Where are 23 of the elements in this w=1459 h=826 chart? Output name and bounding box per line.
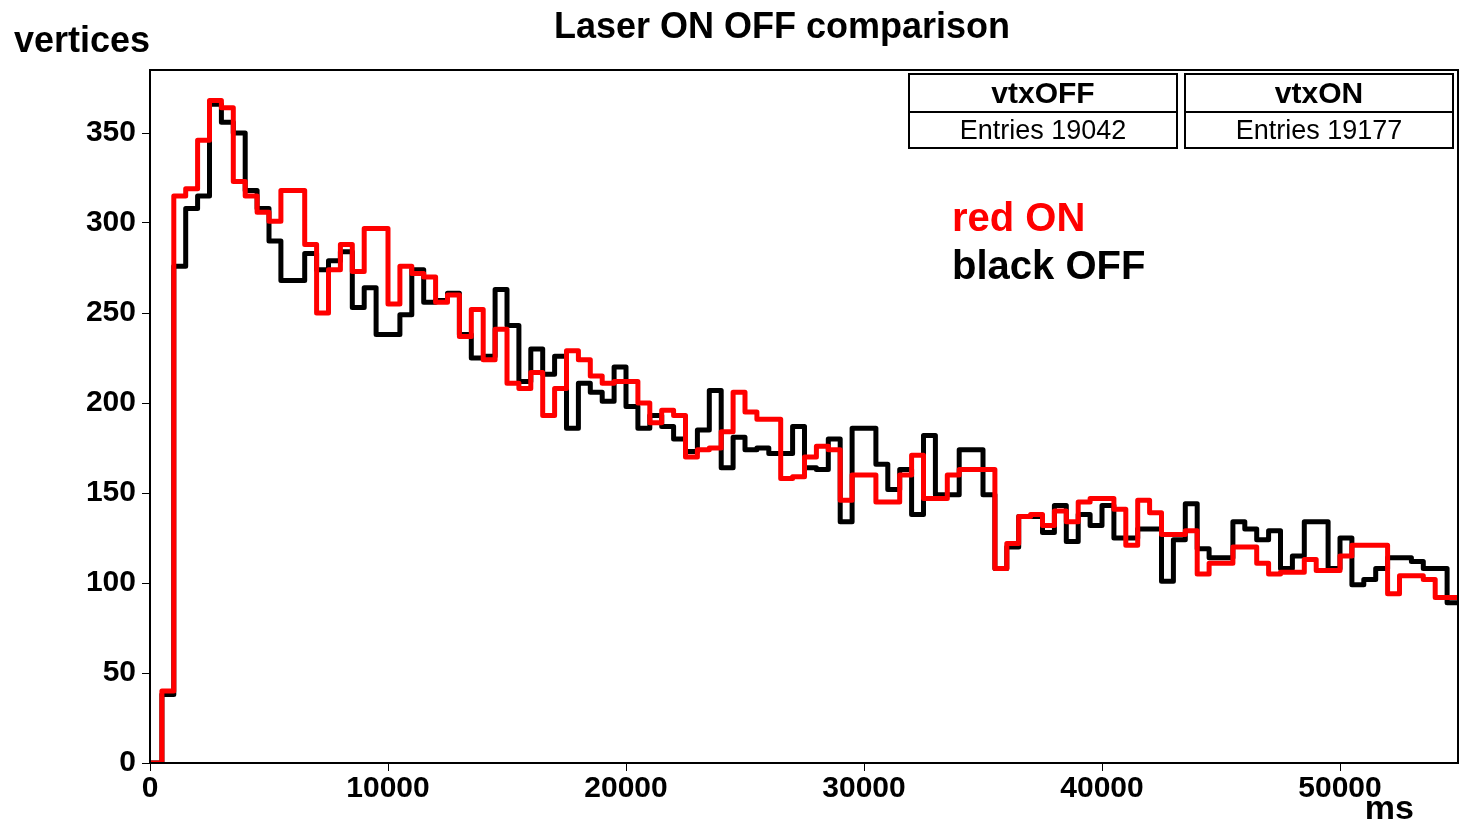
stats-box: vtxOFF Entries 19042	[908, 73, 1178, 149]
y-tick-label: 50	[102, 654, 136, 688]
y-axis-title: vertices	[14, 18, 151, 60]
y-tick-label: 0	[119, 744, 136, 778]
x-tick-label: 30000	[822, 770, 906, 804]
y-tick-label: 300	[85, 204, 136, 238]
annotation: Entries 19177	[1234, 114, 1404, 147]
stats-box: vtxON Entries 19177	[1184, 73, 1454, 149]
y-tick-label: 250	[85, 294, 136, 328]
text: black OFF	[952, 243, 1146, 288]
x-tick-label: 20000	[584, 770, 668, 804]
x-tick-label: 40000	[1060, 770, 1144, 804]
annotation: vtxOFF	[910, 75, 1176, 113]
chart-title: Laser ON OFF comparison	[553, 4, 1011, 46]
annotation: Entries 19042	[958, 114, 1128, 147]
y-tick-label: 150	[85, 474, 136, 508]
y-tick-label: 200	[85, 384, 136, 418]
x-tick-label: 10000	[346, 770, 430, 804]
y-tick-label: 100	[85, 564, 136, 598]
text: red ON	[952, 195, 1086, 240]
x-tick-label: 0	[141, 770, 159, 804]
annotation: vtxON	[1186, 75, 1452, 113]
y-tick-label: 350	[85, 114, 136, 148]
